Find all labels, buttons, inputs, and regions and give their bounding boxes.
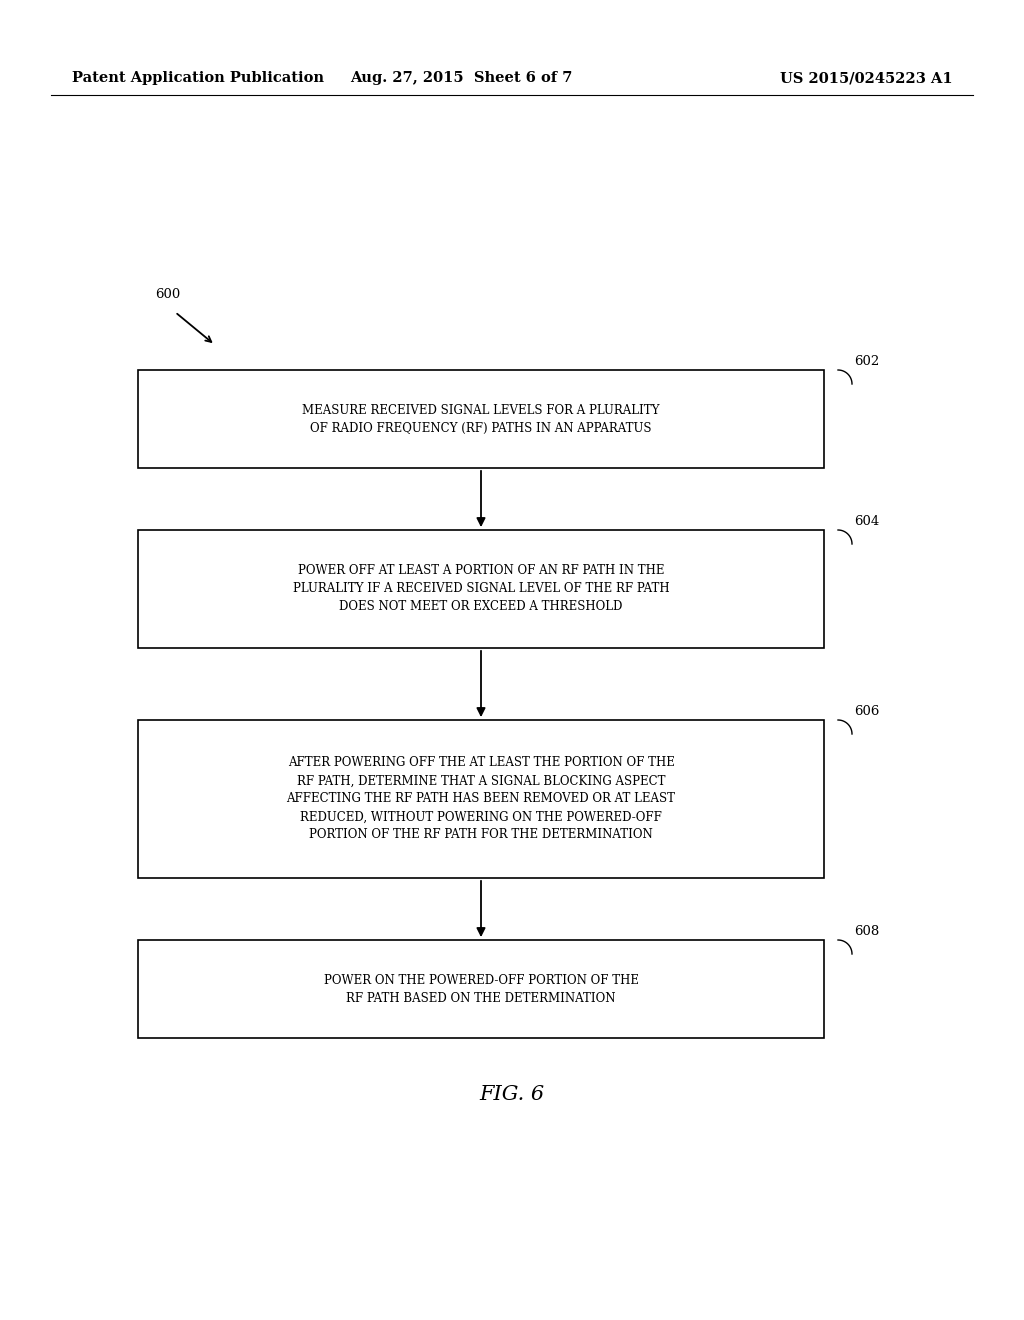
Text: POWER ON THE POWERED-OFF PORTION OF THE
RF PATH BASED ON THE DETERMINATION: POWER ON THE POWERED-OFF PORTION OF THE …	[324, 974, 639, 1005]
Bar	[138, 940, 824, 1038]
Text: 606: 606	[854, 705, 880, 718]
Bar	[138, 370, 824, 469]
Text: POWER OFF AT LEAST A PORTION OF AN RF PATH IN THE
PLURALITY IF A RECEIVED SIGNAL: POWER OFF AT LEAST A PORTION OF AN RF PA…	[293, 565, 670, 614]
Bar	[138, 531, 824, 648]
Text: AFTER POWERING OFF THE AT LEAST THE PORTION OF THE
RF PATH, DETERMINE THAT A SIG: AFTER POWERING OFF THE AT LEAST THE PORT…	[287, 756, 676, 842]
Text: MEASURE RECEIVED SIGNAL LEVELS FOR A PLURALITY
OF RADIO FREQUENCY (RF) PATHS IN : MEASURE RECEIVED SIGNAL LEVELS FOR A PLU…	[302, 404, 659, 434]
Text: FIG. 6: FIG. 6	[479, 1085, 545, 1105]
Text: 608: 608	[854, 925, 880, 939]
Text: 602: 602	[854, 355, 880, 368]
Text: Aug. 27, 2015  Sheet 6 of 7: Aug. 27, 2015 Sheet 6 of 7	[349, 71, 572, 84]
Text: 604: 604	[854, 515, 880, 528]
Bar	[138, 719, 824, 878]
Text: US 2015/0245223 A1: US 2015/0245223 A1	[779, 71, 952, 84]
Text: Patent Application Publication: Patent Application Publication	[72, 71, 324, 84]
Text: 600: 600	[155, 289, 180, 301]
